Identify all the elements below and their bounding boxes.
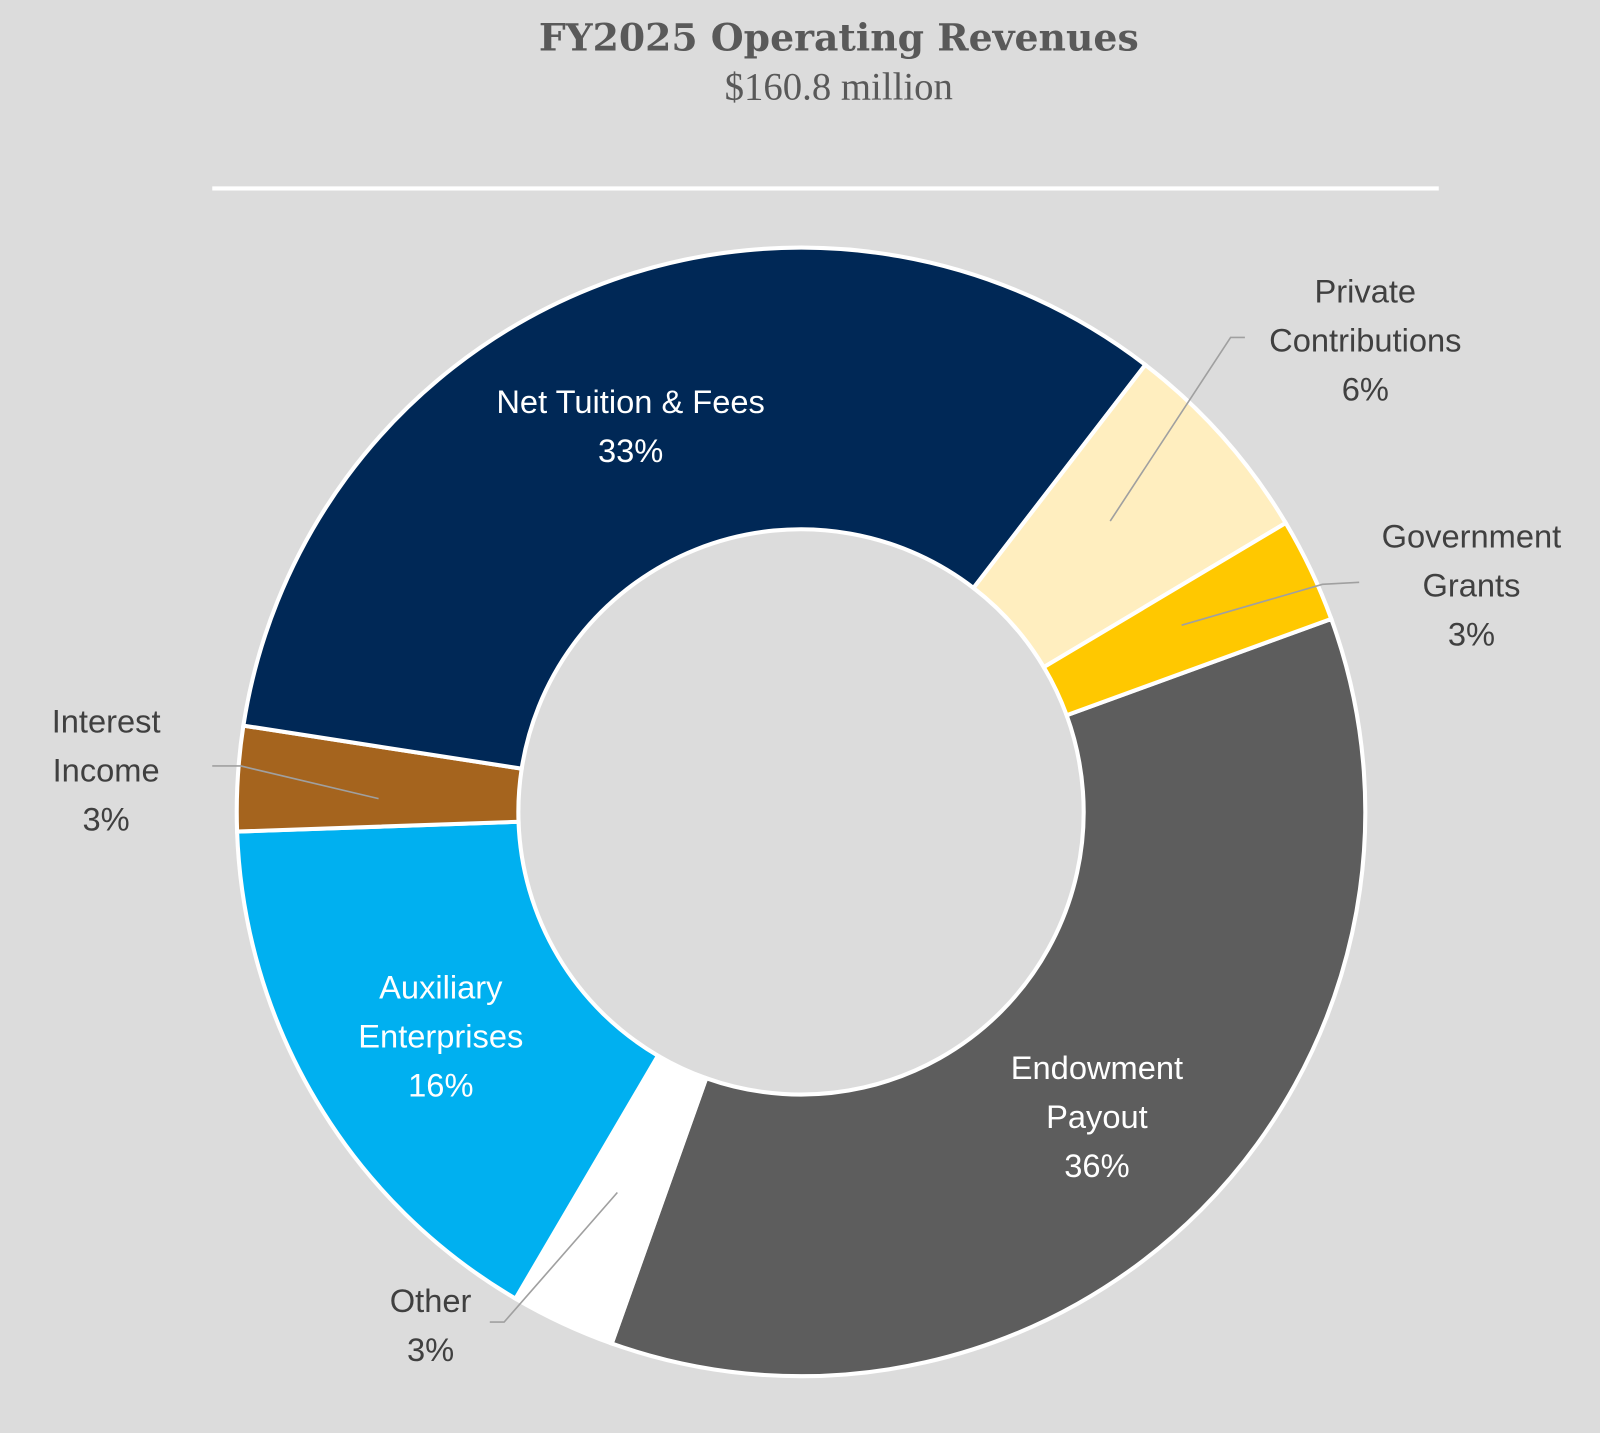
data-label-name: Interest bbox=[52, 702, 161, 739]
data-label-value: 3% bbox=[407, 1331, 454, 1368]
leader-line bbox=[489, 1191, 618, 1323]
data-label-value: 6% bbox=[1342, 371, 1389, 408]
data-label-value: 3% bbox=[1448, 616, 1495, 653]
slices-group bbox=[234, 245, 1368, 1379]
data-label-name: Grants bbox=[1422, 567, 1520, 604]
data-label-name: Enterprises bbox=[358, 1018, 523, 1055]
leader-line bbox=[212, 765, 379, 800]
data-label-value: 36% bbox=[1064, 1147, 1129, 1184]
slice-endowment-payout bbox=[609, 616, 1368, 1379]
data-label-value: 3% bbox=[83, 800, 130, 837]
data-label-name: Other bbox=[390, 1282, 472, 1319]
data-label-name: Net Tuition & Fees bbox=[496, 383, 765, 420]
leader-line bbox=[1109, 336, 1245, 522]
slice-auxiliary-enterprises bbox=[234, 819, 661, 1302]
data-label-name: Income bbox=[53, 751, 160, 788]
slice-government-grants bbox=[1041, 520, 1334, 718]
leader-lines-group bbox=[212, 336, 1360, 1323]
data-label-name: Government bbox=[1382, 518, 1562, 555]
chart-title: FY2025 Operating Revenues bbox=[539, 16, 1139, 60]
data-label-name: Auxiliary bbox=[379, 969, 503, 1006]
labels-group: Endowment Payout 36% Other 3% Auxiliary Enterp… bbox=[52, 273, 1562, 1368]
chart-subtitle: $160.8 million bbox=[725, 66, 953, 109]
data-label-name: Private bbox=[1315, 273, 1417, 310]
data-label-value: 16% bbox=[408, 1067, 473, 1104]
leader-line bbox=[1181, 581, 1360, 626]
data-label-value: 33% bbox=[598, 432, 663, 469]
data-label-name: Contributions bbox=[1269, 322, 1461, 359]
data-label-name: Endowment bbox=[1011, 1049, 1183, 1086]
slice-net-tuition-fees bbox=[241, 245, 1149, 771]
data-label-name: Payout bbox=[1046, 1098, 1148, 1135]
